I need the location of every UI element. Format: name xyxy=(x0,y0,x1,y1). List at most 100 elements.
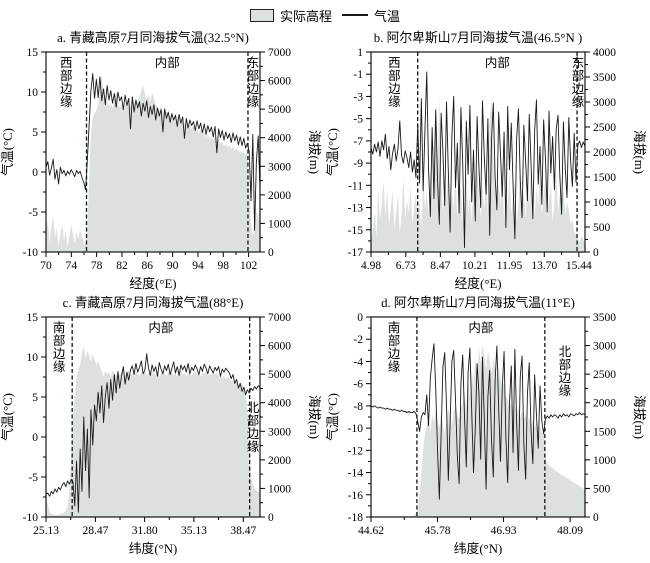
x-tick-label: 70 xyxy=(40,260,52,272)
right-axis-label: 海拔(m) xyxy=(632,130,646,174)
right-tick-label: 0 xyxy=(593,247,599,259)
subplot-d-chart: 44.62 45.78 46.93 48.09 0 -2 -4 -6 -8 -10 -12 -14 -1… xyxy=(325,295,646,556)
left-tick-label: -3 xyxy=(353,91,363,103)
x-axis-label: 经度(°E) xyxy=(454,276,501,291)
elevation-area xyxy=(371,345,585,517)
subplot-a: 70 74 78 82 86 90 94 98 102 15 10 5 0 -5 -10 7000 6000 50… xyxy=(0,28,325,293)
temperature-line xyxy=(370,343,586,500)
left-tick-label: 0 xyxy=(357,312,363,324)
left-tick-label: -10 xyxy=(23,512,39,524)
right-tick-label: 3000 xyxy=(593,341,616,353)
right-tick-label: 5000 xyxy=(268,369,291,381)
legend-item-temperature: 气温 xyxy=(342,6,400,25)
region-label-left-edge: 西部边缘 xyxy=(388,56,401,109)
region-label-right-edge: 北部边缘 xyxy=(559,345,572,398)
x-tick-label: 78 xyxy=(91,260,103,272)
left-axis-label: 气温(°C) xyxy=(325,393,340,441)
region-label-left-edge: 南部边缘 xyxy=(388,320,401,374)
region-label-interior: 内部 xyxy=(468,320,493,335)
right-tick-label: 0 xyxy=(268,512,274,524)
x-tick-label: 8.47 xyxy=(430,260,450,272)
x-tick-label: 90 xyxy=(167,260,179,272)
right-tick-label: 6000 xyxy=(268,76,291,88)
left-tick-label: -12 xyxy=(348,445,364,457)
x-tick-label: 94 xyxy=(192,260,204,272)
temperature-line xyxy=(370,71,586,249)
left-tick-label: 5 xyxy=(32,127,38,139)
right-tick-label: 1000 xyxy=(268,483,291,495)
right-axis-label: 海拔(m) xyxy=(632,395,646,439)
left-tick-label: -11 xyxy=(348,180,363,192)
right-tick-label: 7000 xyxy=(268,312,291,324)
x-tick-label: 13.70 xyxy=(531,260,557,272)
subplot-b: 4.98 6.73 8.47 10.21 11.95 13.70 15.44 1 -1 -3 -5 -… xyxy=(325,28,650,293)
temperature-line xyxy=(45,73,261,231)
x-tick-label: 102 xyxy=(240,260,258,272)
x-tick-label: 28.47 xyxy=(82,525,108,537)
left-tick-label: 10 xyxy=(27,87,39,99)
x-axis-label: 经度(°E) xyxy=(129,276,176,291)
subplot-title: b. 阿尔卑斯山7月同海拔气温(46.5°N ) xyxy=(374,30,582,45)
left-tick-label: -13 xyxy=(348,203,364,215)
right-tick-label: 2500 xyxy=(593,122,616,134)
left-tick-label: 5 xyxy=(32,392,38,404)
right-tick-label: 2000 xyxy=(268,190,291,202)
left-tick-label: -6 xyxy=(353,379,363,391)
left-tick-label: -4 xyxy=(353,356,363,368)
region-label-interior: 内部 xyxy=(155,55,180,70)
right-tick-label: 3500 xyxy=(593,312,616,324)
subplot-title: a. 青藏高原7月同海拔气温(32.5°N) xyxy=(57,30,249,45)
x-tick-label: 31.80 xyxy=(132,525,158,537)
right-tick-label: 3000 xyxy=(593,97,616,109)
elevation-area xyxy=(46,347,260,517)
right-axis-label: 海拔(m) xyxy=(307,395,321,439)
x-tick-label: 82 xyxy=(116,260,128,272)
x-tick-label: 46.93 xyxy=(491,525,517,537)
left-tick-label: -9 xyxy=(353,158,363,170)
right-tick-label: 6000 xyxy=(268,341,291,353)
x-tick-label: 35.13 xyxy=(181,525,207,537)
x-tick-label: 25.13 xyxy=(33,525,59,537)
left-tick-label: 10 xyxy=(27,352,39,364)
legend-item-elevation: 实际高程 xyxy=(249,6,332,25)
left-tick-label: -2 xyxy=(353,334,363,346)
x-tick-label: 74 xyxy=(66,260,78,272)
right-tick-label: 1000 xyxy=(593,197,616,209)
subplot-title: d. 阿尔卑斯山7月同海拔气温(11°E) xyxy=(381,295,575,310)
left-tick-label: -14 xyxy=(348,468,364,480)
left-tick-label: -7 xyxy=(353,136,363,148)
left-tick-label: 0 xyxy=(32,432,38,444)
left-tick-label: -10 xyxy=(348,423,364,435)
subplot-d: 44.62 45.78 46.93 48.09 0 -2 -4 -6 -8 -10 -12 -14 -1… xyxy=(325,293,650,558)
right-tick-label: 2500 xyxy=(593,369,616,381)
left-tick-label: -15 xyxy=(348,225,364,237)
right-tick-label: 2000 xyxy=(593,398,616,410)
subplot-c: 25.13 28.47 31.80 35.13 38.47 15 10 5 0 -5 -10 7000… xyxy=(0,293,325,558)
right-tick-label: 5000 xyxy=(268,104,291,116)
region-label-left-edge: 西部边缘 xyxy=(60,56,73,109)
subplot-a-chart: 70 74 78 82 86 90 94 98 102 15 10 5 0 -5 -10 7000 6000 50… xyxy=(0,30,321,291)
left-tick-label: -8 xyxy=(353,401,363,413)
region-label-interior: 内部 xyxy=(485,55,510,70)
elevation-swatch-icon xyxy=(249,8,274,22)
temperature-line xyxy=(45,353,261,513)
right-tick-label: 0 xyxy=(593,512,599,524)
subplot-c-chart: 25.13 28.47 31.80 35.13 38.47 15 10 5 0 -5 -10 7000… xyxy=(0,295,321,556)
legend: 实际高程 气温 xyxy=(0,0,650,28)
x-tick-label: 10.21 xyxy=(462,260,488,272)
region-label-right-edge: 东部边缘 xyxy=(247,56,260,109)
left-axis-label: 气温(°C) xyxy=(325,128,340,176)
right-tick-label: 1000 xyxy=(593,455,616,467)
legend-temperature-label: 气温 xyxy=(374,8,401,24)
x-tick-label: 38.47 xyxy=(230,525,256,537)
region-label-right-edge: 东部边缘 xyxy=(572,56,585,109)
subplot-title: c. 青藏高原7月同海拔气温(88°E) xyxy=(63,295,244,310)
x-tick-label: 4.98 xyxy=(361,260,381,272)
left-tick-label: 1 xyxy=(357,47,363,59)
right-tick-label: 2000 xyxy=(593,147,616,159)
right-tick-label: 4000 xyxy=(268,398,291,410)
right-tick-label: 7000 xyxy=(268,47,291,59)
left-tick-label: 15 xyxy=(27,47,39,59)
left-tick-label: -18 xyxy=(348,512,364,524)
